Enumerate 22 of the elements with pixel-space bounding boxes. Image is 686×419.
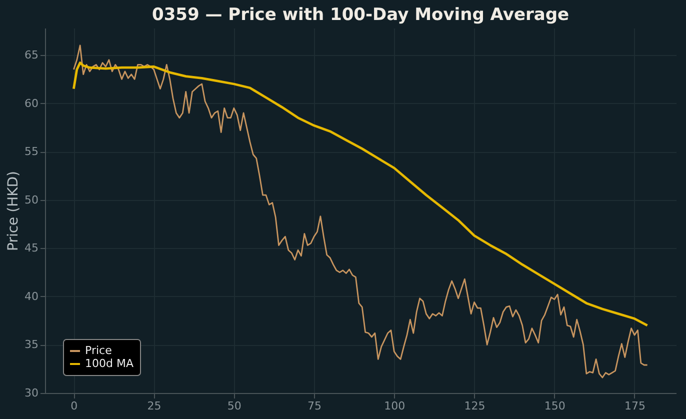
- legend-label: 100d MA: [85, 357, 134, 370]
- y-tick-label: 30: [24, 386, 38, 400]
- chart-title: 0359 — Price with 100-Day Moving Average: [152, 5, 570, 25]
- x-tick-label: 125: [464, 400, 486, 412]
- x-tick-label: 25: [147, 400, 162, 412]
- legend-label: Price: [85, 344, 112, 357]
- x-tick-label: 175: [624, 400, 646, 412]
- line-series: [72, 44, 648, 378]
- y-tick-label: 40: [24, 290, 38, 303]
- x-tick-label: 50: [227, 400, 242, 412]
- y-tick-label: 50: [24, 193, 38, 206]
- x-tick-label: 100: [384, 400, 406, 412]
- x-tick-label: 150: [544, 400, 566, 412]
- line-series: [72, 62, 649, 327]
- y-tick-label: 55: [24, 145, 38, 158]
- x-tick-label: 0: [70, 400, 78, 412]
- y-tick-label: 65: [24, 48, 38, 62]
- x-tick-label: 75: [308, 400, 322, 412]
- y-tick-label: 60: [24, 96, 38, 110]
- y-tick-label: 45: [24, 242, 38, 255]
- y-axis-title: Price (HKD): [6, 170, 22, 252]
- y-tick-label: 35: [24, 338, 38, 352]
